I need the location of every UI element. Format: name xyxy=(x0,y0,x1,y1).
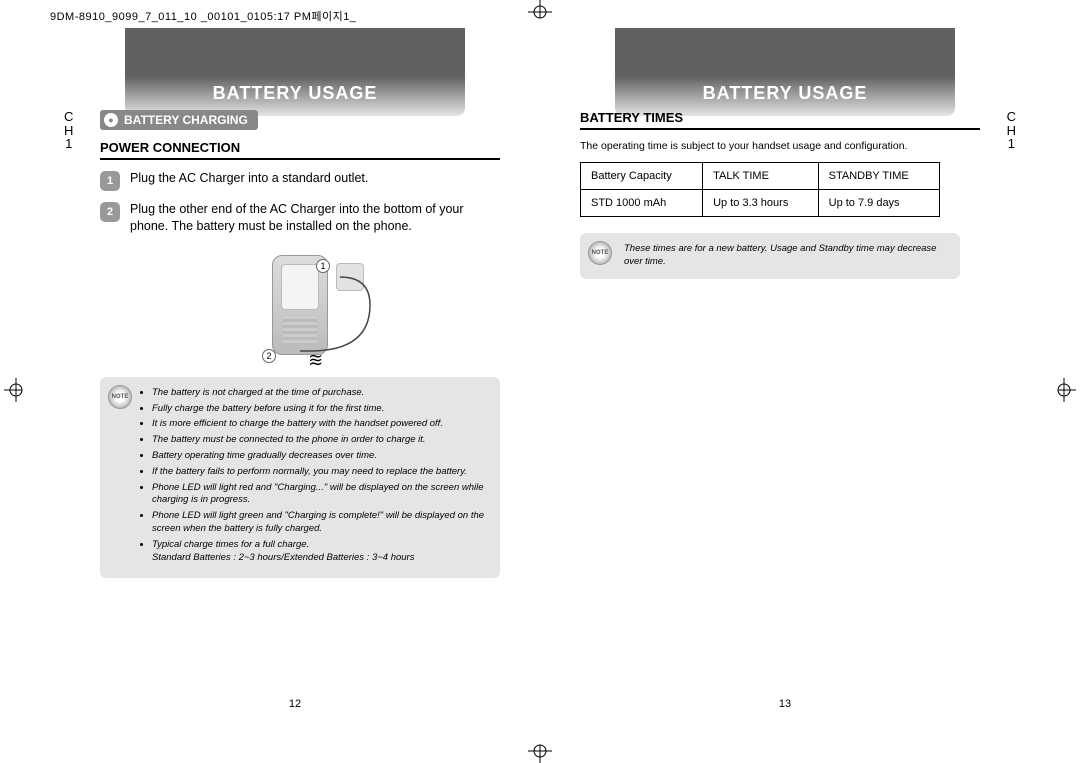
header-code: 9DM-8910_9099_7_011_10 _00101_0105:17 PM… xyxy=(50,8,356,24)
step-text: Plug the AC Charger into a standard outl… xyxy=(130,170,368,191)
note-item: Typical charge times for a full charge. … xyxy=(152,539,488,565)
step-text: Plug the other end of the AC Charger int… xyxy=(130,201,500,235)
left-content: ● BATTERY CHARGING POWER CONNECTION 1 Pl… xyxy=(100,110,500,578)
crop-mark-left xyxy=(4,370,30,410)
table-cell: Up to 7.9 days xyxy=(818,190,939,217)
note-item: Fully charge the battery before using it… xyxy=(152,403,488,416)
banner-left: BATTERY USAGE xyxy=(125,28,465,116)
page-number-left: 12 xyxy=(289,698,301,710)
table-header: Battery Capacity xyxy=(581,163,703,190)
right-content: BATTERY TIMES The operating time is subj… xyxy=(580,110,980,279)
battery-times-table: Battery Capacity TALK TIME STANDBY TIME … xyxy=(580,162,940,217)
chapter-label-right: C H 1 xyxy=(1007,110,1016,151)
note-box-left: NOTE The battery is not charged at the t… xyxy=(100,377,500,578)
banner-title: BATTERY USAGE xyxy=(703,83,868,104)
note-icon: NOTE xyxy=(108,385,132,409)
charger-illustration: 1 2 ≀≀≀ xyxy=(200,245,400,365)
note-item: Battery operating time gradually decreas… xyxy=(152,450,488,463)
section-heading-times: BATTERY TIMES xyxy=(580,110,980,130)
step-2: 2 Plug the other end of the AC Charger i… xyxy=(100,201,500,235)
section-bar-charging: ● BATTERY CHARGING xyxy=(100,110,258,130)
table-cell: STD 1000 mAh xyxy=(581,190,703,217)
note-item: If the battery fails to perform normally… xyxy=(152,466,488,479)
banner-title: BATTERY USAGE xyxy=(213,83,378,104)
cable-path-icon xyxy=(200,245,400,365)
chapter-label-left: C H 1 xyxy=(64,110,73,151)
note-list: The battery is not charged at the time o… xyxy=(140,387,488,565)
page-number-right: 13 xyxy=(779,698,791,710)
page-left: BATTERY USAGE C H 1 ● BATTERY CHARGING P… xyxy=(50,28,540,728)
table-header: STANDBY TIME xyxy=(818,163,939,190)
note-item: Phone LED will light red and "Charging..… xyxy=(152,482,488,508)
table-row: Battery Capacity TALK TIME STANDBY TIME xyxy=(581,163,940,190)
banner-right: BATTERY USAGE xyxy=(615,28,955,116)
section-dot-icon: ● xyxy=(104,113,118,127)
table-cell: Up to 3.3 hours xyxy=(703,190,819,217)
table-header: TALK TIME xyxy=(703,163,819,190)
note-icon: NOTE xyxy=(588,241,612,265)
step-badge-2: 2 xyxy=(100,202,120,222)
intro-text: The operating time is subject to your ha… xyxy=(580,140,980,152)
step-badge-1: 1 xyxy=(100,171,120,191)
page-right: BATTERY USAGE C H 1 BATTERY TIMES The op… xyxy=(540,28,1030,728)
note-item: The battery is not charged at the time o… xyxy=(152,387,488,400)
step-1: 1 Plug the AC Charger into a standard ou… xyxy=(100,170,500,191)
page-spread: BATTERY USAGE C H 1 ● BATTERY CHARGING P… xyxy=(50,28,1030,728)
crop-mark-bottom xyxy=(520,737,560,763)
note-text: These times are for a new battery. Usage… xyxy=(624,243,936,267)
note-item: It is more efficient to charge the batte… xyxy=(152,418,488,431)
note-item: Phone LED will light green and "Charging… xyxy=(152,510,488,536)
crop-mark-top xyxy=(520,0,560,26)
table-row: STD 1000 mAh Up to 3.3 hours Up to 7.9 d… xyxy=(581,190,940,217)
note-box-right: NOTE These times are for a new battery. … xyxy=(580,233,960,279)
section-label: BATTERY CHARGING xyxy=(124,113,248,127)
subsection-heading: POWER CONNECTION xyxy=(100,140,500,160)
crop-mark-right xyxy=(1050,370,1076,410)
note-item: The battery must be connected to the pho… xyxy=(152,434,488,447)
